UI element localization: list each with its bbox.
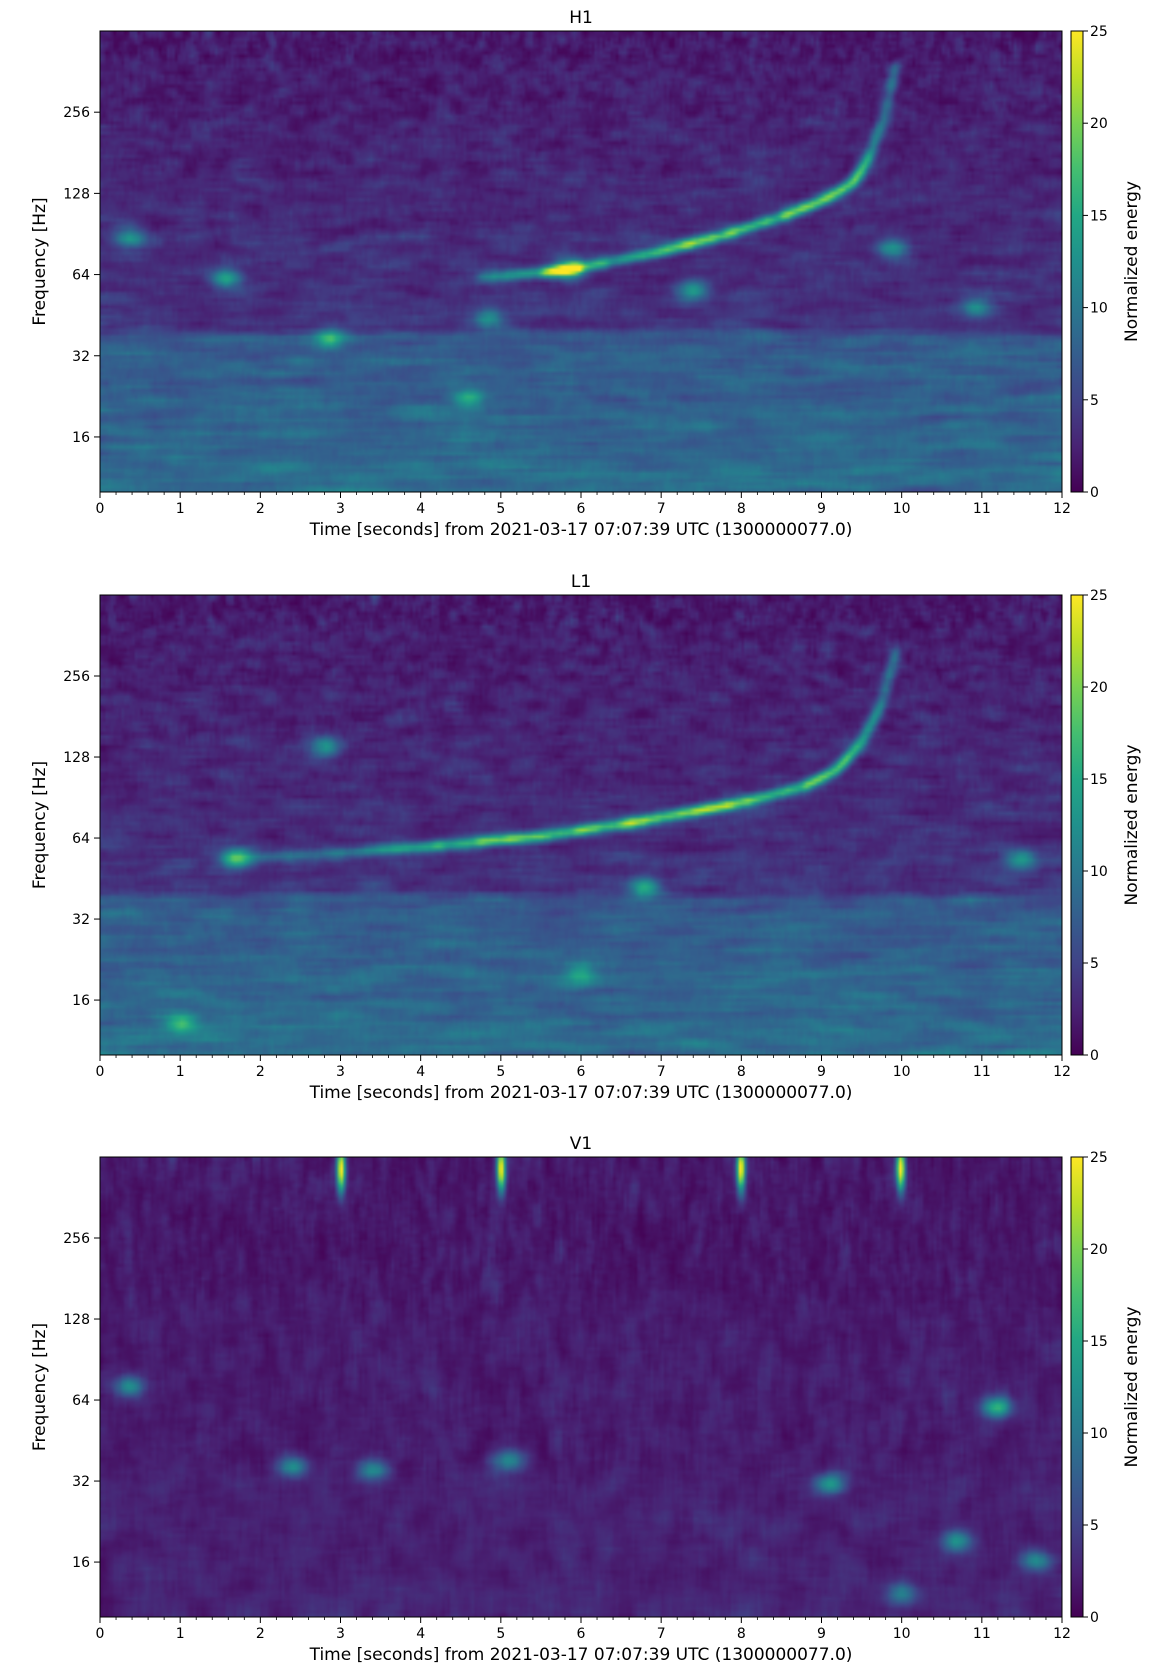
y-tick-label: 64 bbox=[72, 268, 90, 284]
x-tick-label: 8 bbox=[737, 1626, 746, 1642]
y-tick-label: 16 bbox=[72, 1555, 90, 1571]
y-tick-label: 256 bbox=[63, 105, 90, 121]
colorbar-tick-label: 10 bbox=[1090, 864, 1108, 880]
colorbar-tick-label: 5 bbox=[1090, 956, 1099, 972]
x-axis-label: Time [seconds] from 2021-03-17 07:07:39 … bbox=[309, 520, 853, 540]
x-tick-label: 4 bbox=[416, 1064, 425, 1080]
y-axis-label: Frequency [Hz] bbox=[30, 1323, 50, 1451]
colorbar-tick-label: 25 bbox=[1090, 24, 1108, 40]
x-tick-label: 7 bbox=[657, 501, 666, 517]
colorbar-tick-label: 5 bbox=[1090, 393, 1099, 409]
panel-title: H1 bbox=[569, 8, 593, 28]
heatmap-image bbox=[100, 595, 1062, 1055]
x-tick-label: 12 bbox=[1053, 501, 1071, 517]
colorbar-tick-label: 20 bbox=[1090, 680, 1108, 696]
colorbar-tick-label: 0 bbox=[1090, 485, 1099, 501]
x-tick-label: 10 bbox=[893, 1626, 911, 1642]
x-tick-label: 0 bbox=[96, 1626, 105, 1642]
y-axis-label: Frequency [Hz] bbox=[30, 197, 50, 325]
x-tick-label: 3 bbox=[336, 501, 345, 517]
x-tick-label: 10 bbox=[893, 501, 911, 517]
x-tick-label: 1 bbox=[176, 1064, 185, 1080]
colorbar-tick-label: 15 bbox=[1090, 772, 1108, 788]
x-tick-label: 0 bbox=[96, 1064, 105, 1080]
x-tick-label: 5 bbox=[496, 501, 505, 517]
heatmap-image bbox=[100, 1157, 1062, 1617]
y-tick-label: 32 bbox=[72, 912, 90, 928]
x-tick-label: 2 bbox=[256, 1626, 265, 1642]
y-tick-label: 16 bbox=[72, 430, 90, 446]
heatmap-image bbox=[100, 31, 1062, 492]
x-tick-label: 9 bbox=[817, 1064, 826, 1080]
x-tick-label: 4 bbox=[416, 501, 425, 517]
colorbar-label: Normalized energy bbox=[1122, 181, 1142, 342]
y-tick-label: 64 bbox=[72, 1393, 90, 1409]
x-tick-label: 6 bbox=[577, 1626, 586, 1642]
x-tick-label: 6 bbox=[577, 501, 586, 517]
colorbar-tick-label: 5 bbox=[1090, 1518, 1099, 1534]
colorbar-tick-label: 20 bbox=[1090, 1242, 1108, 1258]
x-axis-label: Time [seconds] from 2021-03-17 07:07:39 … bbox=[309, 1645, 853, 1665]
colorbar-tick-label: 0 bbox=[1090, 1610, 1099, 1626]
panel-title: L1 bbox=[571, 572, 591, 592]
x-tick-label: 1 bbox=[176, 501, 185, 517]
y-tick-label: 16 bbox=[72, 993, 90, 1009]
x-tick-label: 12 bbox=[1053, 1626, 1071, 1642]
colorbar bbox=[1070, 594, 1084, 1056]
y-tick-label: 128 bbox=[63, 186, 90, 202]
panel-title: V1 bbox=[570, 1134, 592, 1154]
colorbar-tick-label: 0 bbox=[1090, 1048, 1099, 1064]
x-tick-label: 12 bbox=[1053, 1064, 1071, 1080]
x-tick-label: 6 bbox=[577, 1064, 586, 1080]
x-tick-label: 4 bbox=[416, 1626, 425, 1642]
x-tick-label: 2 bbox=[256, 501, 265, 517]
y-tick-label: 32 bbox=[72, 349, 90, 365]
colorbar-tick-label: 25 bbox=[1090, 588, 1108, 604]
colorbar-label: Normalized energy bbox=[1122, 744, 1142, 905]
colorbar bbox=[1070, 1156, 1084, 1618]
y-axis-label: Frequency [Hz] bbox=[30, 761, 50, 889]
colorbar bbox=[1070, 30, 1084, 493]
colorbar-tick-label: 10 bbox=[1090, 301, 1108, 317]
colorbar-tick-label: 10 bbox=[1090, 1426, 1108, 1442]
x-tick-label: 7 bbox=[657, 1064, 666, 1080]
x-tick-label: 10 bbox=[893, 1064, 911, 1080]
colorbar-tick-label: 25 bbox=[1090, 1150, 1108, 1166]
colorbar-label: Normalized energy bbox=[1122, 1306, 1142, 1467]
x-tick-label: 8 bbox=[737, 501, 746, 517]
y-tick-label: 128 bbox=[63, 1312, 90, 1328]
x-tick-label: 9 bbox=[817, 501, 826, 517]
x-tick-label: 2 bbox=[256, 1064, 265, 1080]
x-tick-label: 9 bbox=[817, 1626, 826, 1642]
x-tick-label: 7 bbox=[657, 1626, 666, 1642]
y-tick-label: 32 bbox=[72, 1474, 90, 1490]
x-tick-label: 11 bbox=[973, 501, 991, 517]
colorbar-tick-label: 15 bbox=[1090, 1334, 1108, 1350]
x-axis-label: Time [seconds] from 2021-03-17 07:07:39 … bbox=[309, 1083, 853, 1103]
y-tick-label: 256 bbox=[63, 669, 90, 685]
x-tick-label: 11 bbox=[973, 1626, 991, 1642]
x-tick-label: 3 bbox=[336, 1626, 345, 1642]
y-tick-label: 64 bbox=[72, 831, 90, 847]
x-tick-label: 1 bbox=[176, 1626, 185, 1642]
colorbar-tick-label: 20 bbox=[1090, 116, 1108, 132]
y-tick-label: 256 bbox=[63, 1231, 90, 1247]
x-tick-label: 8 bbox=[737, 1064, 746, 1080]
y-tick-label: 128 bbox=[63, 750, 90, 766]
colorbar-tick-label: 15 bbox=[1090, 208, 1108, 224]
x-tick-label: 11 bbox=[973, 1064, 991, 1080]
x-tick-label: 3 bbox=[336, 1064, 345, 1080]
x-tick-label: 5 bbox=[496, 1064, 505, 1080]
x-tick-label: 0 bbox=[96, 501, 105, 517]
x-tick-label: 5 bbox=[496, 1626, 505, 1642]
